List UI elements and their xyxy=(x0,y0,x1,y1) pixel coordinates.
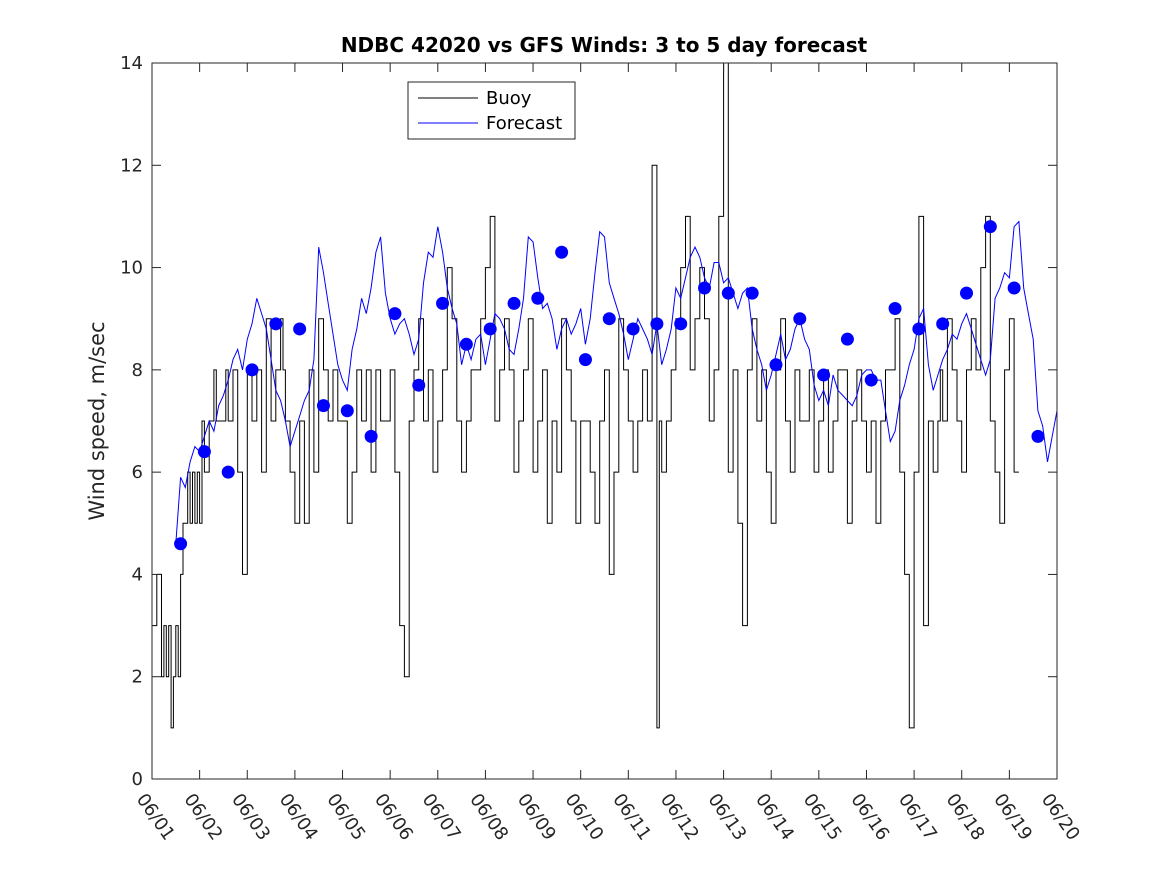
forecast-point xyxy=(245,363,259,377)
forecast-point xyxy=(459,337,473,351)
forecast-point xyxy=(197,445,211,459)
y-axis-title: Wind speed, m/sec xyxy=(85,321,109,520)
forecast-point xyxy=(650,317,664,331)
forecast-point xyxy=(1007,281,1021,295)
forecast-point xyxy=(626,322,640,336)
forecast-point xyxy=(578,353,592,367)
forecast-point xyxy=(769,358,783,372)
forecast-points-layer xyxy=(174,220,1045,551)
forecast-point xyxy=(840,332,854,346)
legend-buoy-label: Buoy xyxy=(486,88,532,109)
forecast-point xyxy=(388,307,402,321)
forecast-point xyxy=(269,317,283,331)
chart-title: NDBC 42020 vs GFS Winds: 3 to 5 day fore… xyxy=(341,33,868,57)
forecast-point xyxy=(340,404,354,418)
y-tick-label: 2 xyxy=(132,667,143,688)
forecast-point xyxy=(412,378,426,392)
legend-box xyxy=(407,81,576,140)
forecast-point xyxy=(793,312,807,326)
y-tick-label: 4 xyxy=(132,564,143,585)
forecast-point xyxy=(364,429,378,443)
y-tick-label: 6 xyxy=(132,462,143,483)
forecast-point xyxy=(293,322,307,336)
legend-forecast-label: Forecast xyxy=(486,113,562,134)
y-tick-label: 8 xyxy=(132,360,143,381)
forecast-series-layer xyxy=(175,220,1058,544)
forecast-point xyxy=(698,281,712,295)
forecast-point xyxy=(174,537,188,551)
forecast-point xyxy=(960,286,973,300)
forecast-point xyxy=(912,322,926,336)
forecast-point xyxy=(674,317,688,331)
forecast-point xyxy=(602,312,616,326)
y-axis: 0 2 4 6 8 10 12 14 xyxy=(120,53,1057,790)
forecast-point xyxy=(531,291,545,305)
forecast-series-line xyxy=(175,220,1058,544)
forecast-point xyxy=(745,286,759,300)
forecast-point xyxy=(436,296,450,310)
forecast-point xyxy=(721,286,735,300)
plot-frame xyxy=(151,62,1058,780)
legend: Buoy Forecast xyxy=(407,81,576,140)
forecast-point xyxy=(817,368,831,382)
y-tick-label: 14 xyxy=(120,53,143,74)
y-tick-label: 10 xyxy=(120,258,143,279)
forecast-point xyxy=(936,317,950,331)
forecast-point xyxy=(555,245,569,259)
forecast-point xyxy=(316,399,330,413)
forecast-point xyxy=(888,301,902,315)
forecast-point xyxy=(221,465,235,479)
forecast-point xyxy=(983,220,997,234)
forecast-point xyxy=(1031,429,1045,443)
forecast-point xyxy=(507,296,521,310)
buoy-series-layer xyxy=(152,62,1019,729)
y-tick-label: 12 xyxy=(120,155,143,176)
y-tick-label: 0 xyxy=(132,769,143,790)
forecast-point xyxy=(483,322,497,336)
forecast-point xyxy=(864,373,878,387)
buoy-series-line xyxy=(152,62,1019,729)
